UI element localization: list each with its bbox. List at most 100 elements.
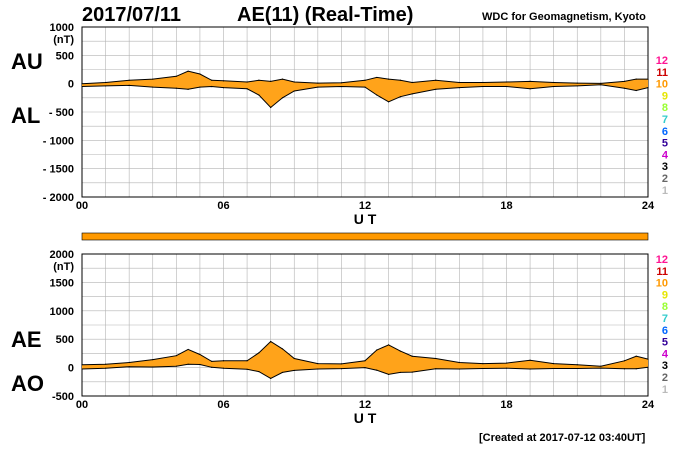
legend-label: 5 — [662, 138, 668, 150]
data-point-al — [258, 94, 260, 96]
data-point-ao — [104, 367, 107, 369]
data-point-ao — [647, 366, 649, 368]
data-point-ae — [222, 360, 225, 362]
created-timestamp: [Created at 2017-07-12 03:40UT] — [479, 432, 646, 444]
x-tick-label: 24 — [642, 399, 655, 411]
data-point-ao — [175, 365, 177, 367]
x-tick-label: 12 — [359, 399, 371, 411]
data-point-ao — [387, 373, 390, 376]
legend-label: 8 — [662, 301, 668, 313]
data-point-ao — [246, 368, 248, 370]
data-point-au — [175, 75, 177, 77]
legend-label: 3 — [662, 161, 668, 173]
y-tick-label: 500 — [56, 50, 74, 62]
data-point-au — [411, 81, 413, 84]
panel-0 — [81, 26, 649, 198]
data-point-au — [128, 79, 130, 81]
x-tick-label: 06 — [217, 399, 229, 411]
data-point-au — [482, 81, 484, 84]
data-point-al — [152, 86, 154, 88]
legend-label: 5 — [662, 337, 668, 349]
data-point-ae — [505, 362, 508, 364]
data-point-au — [317, 82, 319, 84]
data-point-ao — [281, 371, 284, 374]
data-point-ae — [600, 365, 602, 367]
legend-label: 11 — [656, 67, 668, 79]
legend-label: 4 — [662, 149, 669, 161]
y-tick-label: 1500 — [50, 277, 74, 289]
data-point-au — [222, 80, 225, 82]
data-point-al — [340, 85, 343, 88]
data-point-ao — [152, 366, 154, 368]
data-point-ae — [270, 340, 272, 343]
data-point-ae — [635, 355, 637, 357]
chart-title: AE(11) (Real-Time) — [237, 4, 414, 26]
y-unit-label: (nT) — [53, 261, 74, 273]
data-point-ao — [128, 366, 130, 368]
data-point-ae — [647, 358, 649, 360]
x-tick-label: 00 — [76, 399, 88, 411]
data-point-al — [576, 85, 578, 87]
data-point-ao — [435, 368, 437, 370]
envelope-fill-ae-ao — [82, 341, 648, 379]
x-axis-label: U T — [354, 410, 377, 426]
data-point-au — [623, 80, 626, 82]
data-point-al — [293, 90, 295, 92]
x-tick-label: 24 — [642, 200, 655, 212]
x-tick-label: 00 — [76, 200, 88, 212]
data-point-au — [387, 78, 390, 80]
data-point-ae — [529, 359, 531, 361]
data-point-ao — [411, 371, 413, 373]
date-label: 2017/07/11 — [82, 4, 181, 26]
data-point-ao — [340, 368, 343, 370]
y-tick-label: - 1500 — [43, 164, 74, 176]
legend-label: 1 — [662, 384, 668, 396]
data-point-au — [576, 82, 578, 84]
x-tick-label: 18 — [500, 399, 512, 411]
data-point-al — [482, 85, 484, 88]
y-tick-label: 1000 — [50, 22, 74, 34]
data-point-ae — [623, 360, 626, 362]
data-point-al — [199, 86, 201, 88]
data-point-al — [175, 87, 177, 89]
legend-label: 12 — [656, 55, 668, 67]
legend-label: 6 — [662, 126, 668, 138]
data-point-ao — [199, 363, 201, 366]
data-point-al — [104, 85, 107, 87]
y-tick-label: -500 — [52, 391, 74, 403]
data-point-al — [187, 88, 189, 90]
data-point-ao — [635, 368, 637, 370]
series-line-ae — [81, 340, 649, 367]
data-point-au — [553, 81, 555, 84]
data-point-ae — [175, 355, 177, 357]
data-point-ao — [270, 377, 272, 379]
data-point-au — [258, 79, 260, 81]
data-point-ae — [376, 349, 378, 351]
data-point-ae — [364, 360, 366, 362]
data-point-ae — [246, 360, 248, 362]
legend-label: 3 — [662, 360, 668, 372]
data-point-ao — [600, 367, 602, 369]
data-point-al — [635, 89, 637, 92]
data-point-au — [340, 82, 343, 84]
data-point-ae — [293, 357, 295, 360]
data-point-ae — [399, 350, 401, 352]
data-point-au — [246, 81, 248, 83]
x-axis-label: U T — [354, 211, 377, 227]
data-point-al — [246, 88, 248, 90]
data-point-ae — [152, 359, 154, 361]
data-point-ae — [281, 348, 284, 350]
data-point-ao — [505, 367, 508, 369]
data-point-ao — [81, 368, 83, 370]
data-point-ae — [258, 352, 260, 354]
data-point-al — [529, 88, 531, 90]
data-point-ae — [340, 363, 343, 365]
data-point-au — [505, 81, 508, 83]
data-point-ao — [376, 369, 378, 371]
y-tick-label: - 500 — [49, 107, 74, 119]
data-point-al — [505, 85, 508, 88]
data-point-al — [222, 87, 225, 89]
data-coverage-bar — [81, 232, 649, 241]
source-label: WDC for Geomagnetism, Kyoto — [482, 11, 646, 23]
